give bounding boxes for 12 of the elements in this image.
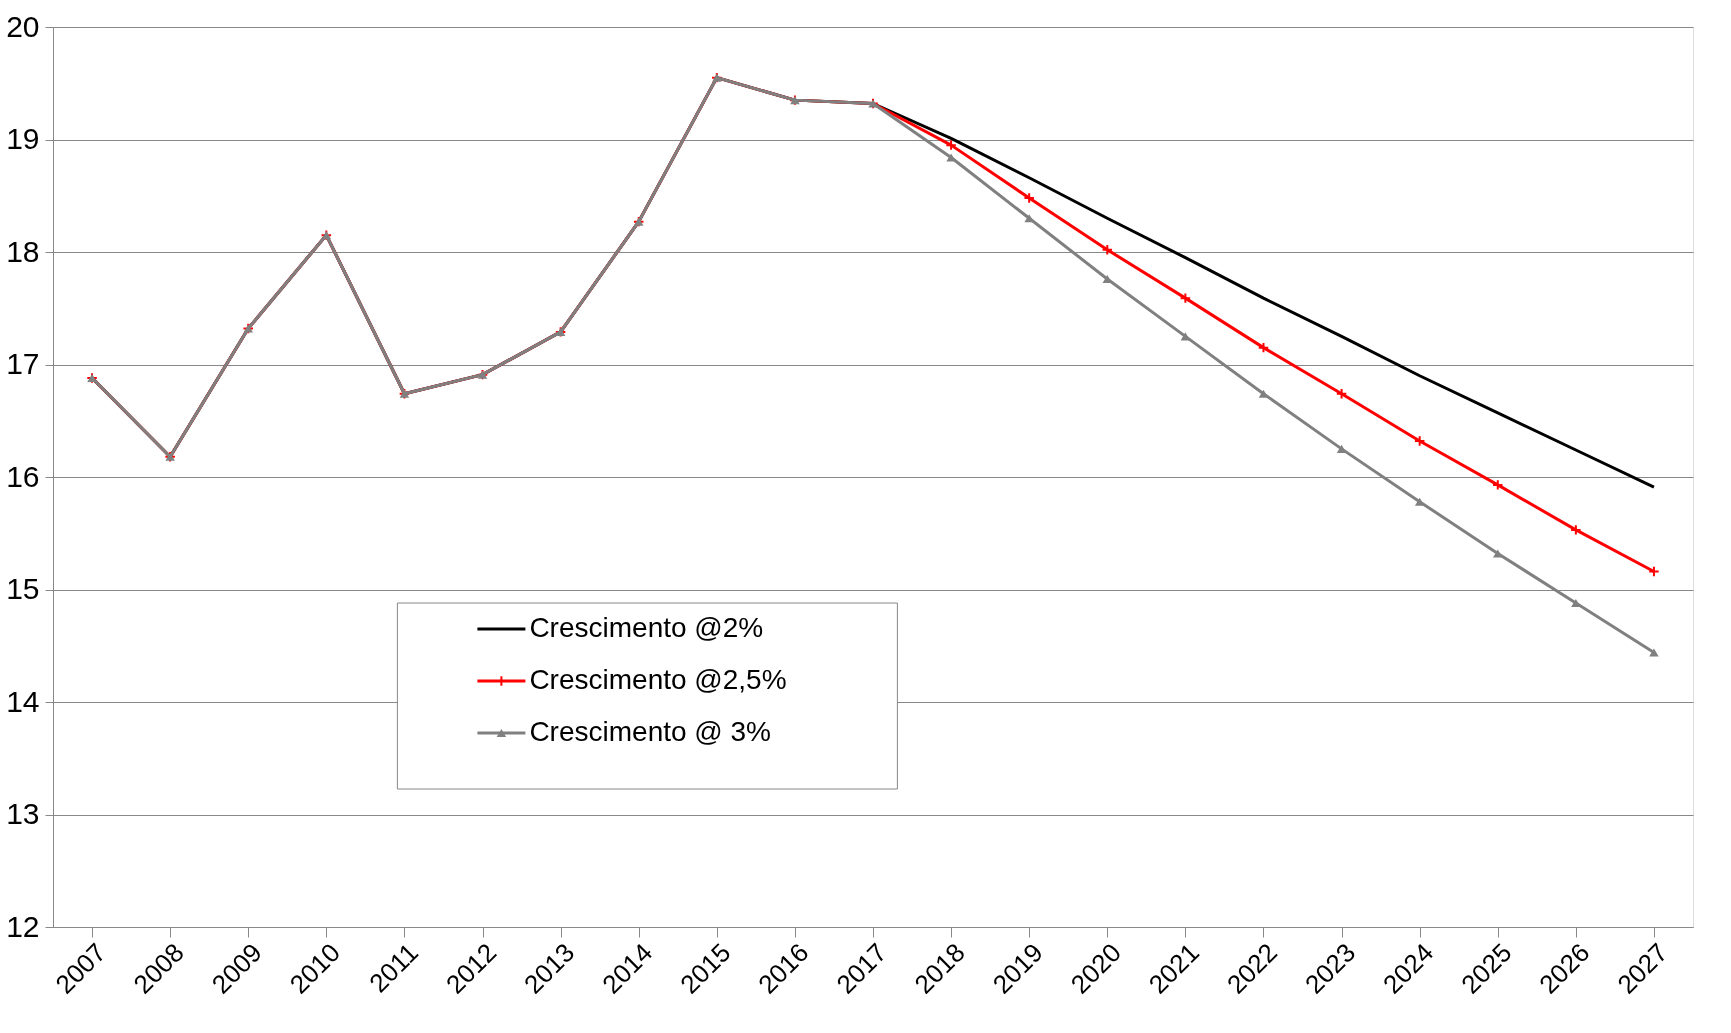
y-tick-label: 13 (6, 797, 40, 830)
y-tick-label: 16 (6, 459, 40, 493)
y-tick-label: 19 (6, 122, 40, 155)
legend-label: Crescimento @ 3% (529, 716, 772, 747)
legend-label: Crescimento @2,5% (529, 664, 787, 695)
legend-label: Crescimento @2% (529, 612, 764, 643)
y-tick-label: 15 (6, 572, 40, 605)
y-tick-label: 20 (6, 9, 40, 43)
y-tick-label: 18 (6, 234, 40, 268)
y-tick-label: 14 (6, 684, 40, 718)
y-tick-label: 17 (6, 347, 40, 380)
y-tick-label: 12 (6, 909, 40, 943)
